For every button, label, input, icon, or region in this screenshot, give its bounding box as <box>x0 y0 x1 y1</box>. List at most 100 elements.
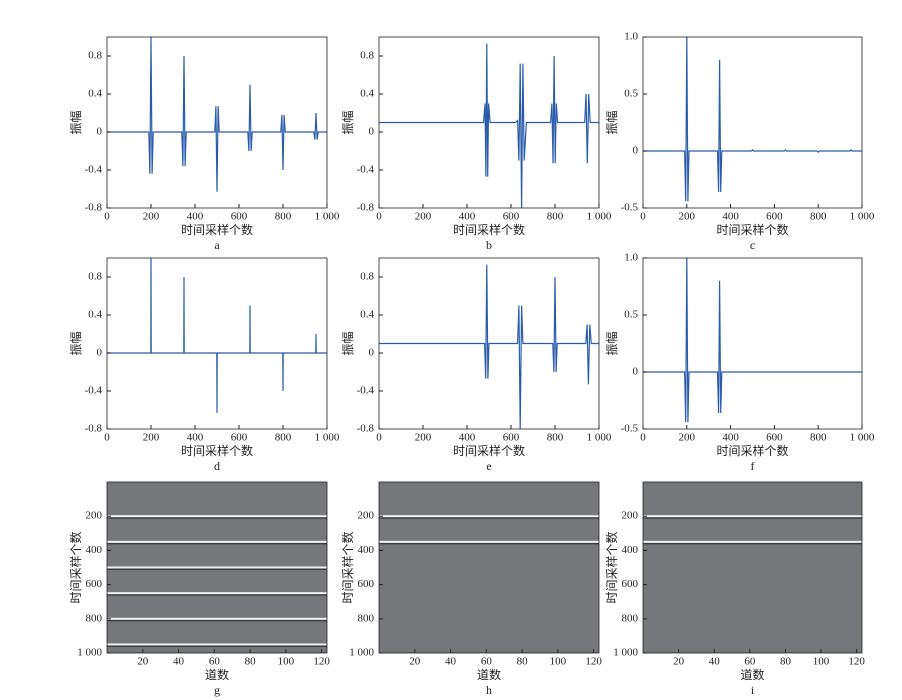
x-tick-label: 800 <box>275 432 292 444</box>
event-bright <box>107 617 327 620</box>
x-tick-label: 100 <box>550 656 567 668</box>
x-tick-label: 120 <box>313 656 330 668</box>
y-tick-label: 0.4 <box>360 88 374 100</box>
image-background <box>643 482 862 653</box>
x-axis-label: 时间采样个数 <box>453 443 525 458</box>
y-tick-label: 0.8 <box>360 271 374 283</box>
y-tick-label: 600 <box>86 578 103 590</box>
y-tick-label: 0.4 <box>88 88 102 100</box>
y-tick-label: -0.4 <box>357 164 375 176</box>
panel-label: g <box>214 683 220 697</box>
x-tick-label: 0 <box>104 211 110 223</box>
y-tick-label: -0.8 <box>85 423 103 435</box>
signal-line <box>643 36 862 202</box>
x-tick-label: 100 <box>813 656 830 668</box>
event-bright <box>643 515 862 518</box>
y-axis-label: 振幅 <box>340 110 355 134</box>
event-dark <box>107 619 327 622</box>
plot-frame <box>378 36 600 209</box>
x-axis-label: 道数 <box>740 667 764 682</box>
y-axis-label: 时间采样个数 <box>604 531 619 603</box>
x-axis-label: 时间采样个数 <box>716 443 788 458</box>
y-tick-label: 0.5 <box>624 88 638 100</box>
panel-label: b <box>486 238 492 252</box>
y-tick-label: 1 000 <box>349 647 374 659</box>
y-tick-label: 0 <box>369 347 375 359</box>
plot-frame <box>642 36 863 209</box>
x-axis-label: 时间采样个数 <box>453 222 525 237</box>
y-tick-label: 0 <box>369 126 375 138</box>
signal-line <box>107 257 327 413</box>
x-tick-label: 0 <box>376 432 382 444</box>
event-dark <box>107 568 327 570</box>
event-dark <box>107 594 327 596</box>
y-tick-label: 0 <box>633 366 639 378</box>
y-tick-label: -0.4 <box>85 385 103 397</box>
event-dark <box>107 645 327 647</box>
y-tick-label: 200 <box>622 510 639 522</box>
x-tick-label: 600 <box>766 211 783 223</box>
y-axis-label: 振幅 <box>68 110 83 134</box>
panel-label: i <box>751 683 755 697</box>
x-tick-label: 200 <box>415 211 432 223</box>
y-tick-label: 0.4 <box>360 309 374 321</box>
y-tick-label: 800 <box>86 612 103 624</box>
plot-frame <box>378 481 600 654</box>
x-tick-label: 200 <box>679 432 696 444</box>
signal-line <box>107 36 327 192</box>
y-tick-label: -0.8 <box>357 202 375 214</box>
y-axis-label: 振幅 <box>340 331 355 355</box>
panel-label: h <box>486 683 492 697</box>
x-tick-label: 80 <box>517 656 529 668</box>
x-axis-label: 道数 <box>205 667 229 682</box>
panel-label: c <box>750 238 755 252</box>
x-tick-label: 400 <box>187 432 204 444</box>
y-tick-label: 0 <box>633 145 639 157</box>
x-tick-label: 20 <box>409 656 421 668</box>
x-tick-label: 600 <box>503 432 520 444</box>
y-tick-label: 1.0 <box>624 252 638 264</box>
y-tick-label: 600 <box>622 578 639 590</box>
signal-line <box>643 257 862 423</box>
y-tick-label: 1 000 <box>77 647 102 659</box>
event-bright <box>107 643 327 646</box>
x-axis-label: 时间采样个数 <box>181 443 253 458</box>
x-tick-label: 1 000 <box>850 432 875 444</box>
plot-frame <box>106 257 328 430</box>
x-tick-label: 1 000 <box>850 211 875 223</box>
x-tick-label: 40 <box>445 656 457 668</box>
y-tick-label: 0 <box>97 126 103 138</box>
signal-line <box>379 43 599 209</box>
event-bright <box>107 540 327 543</box>
y-axis-label: 振幅 <box>68 331 83 355</box>
x-tick-label: 800 <box>547 432 564 444</box>
y-tick-label: 200 <box>86 510 103 522</box>
y-axis-label: 振幅 <box>604 331 619 355</box>
y-tick-label: 400 <box>86 544 103 556</box>
y-axis-label: 振幅 <box>604 110 619 134</box>
x-tick-label: 100 <box>278 656 295 668</box>
event-dark <box>107 542 327 545</box>
x-tick-label: 600 <box>503 211 520 223</box>
panel-label: f <box>751 459 755 473</box>
x-tick-label: 200 <box>679 211 696 223</box>
event-dark <box>107 517 327 519</box>
x-axis-label: 时间采样个数 <box>181 222 253 237</box>
panel-label: a <box>214 238 220 252</box>
y-tick-label: 0.8 <box>88 271 102 283</box>
event-bright <box>379 515 599 518</box>
x-tick-label: 800 <box>810 211 827 223</box>
x-tick-label: 800 <box>547 211 564 223</box>
y-tick-label: 400 <box>622 544 639 556</box>
x-tick-label: 200 <box>415 432 432 444</box>
plot-frame <box>642 481 863 654</box>
x-tick-label: 60 <box>481 656 493 668</box>
y-tick-label: 200 <box>358 510 375 522</box>
event-bright <box>107 515 327 518</box>
y-tick-label: 0 <box>97 347 103 359</box>
x-tick-label: 400 <box>722 432 739 444</box>
x-tick-label: 0 <box>640 211 646 223</box>
event-dark <box>643 517 862 519</box>
y-tick-label: -0.8 <box>357 423 375 435</box>
